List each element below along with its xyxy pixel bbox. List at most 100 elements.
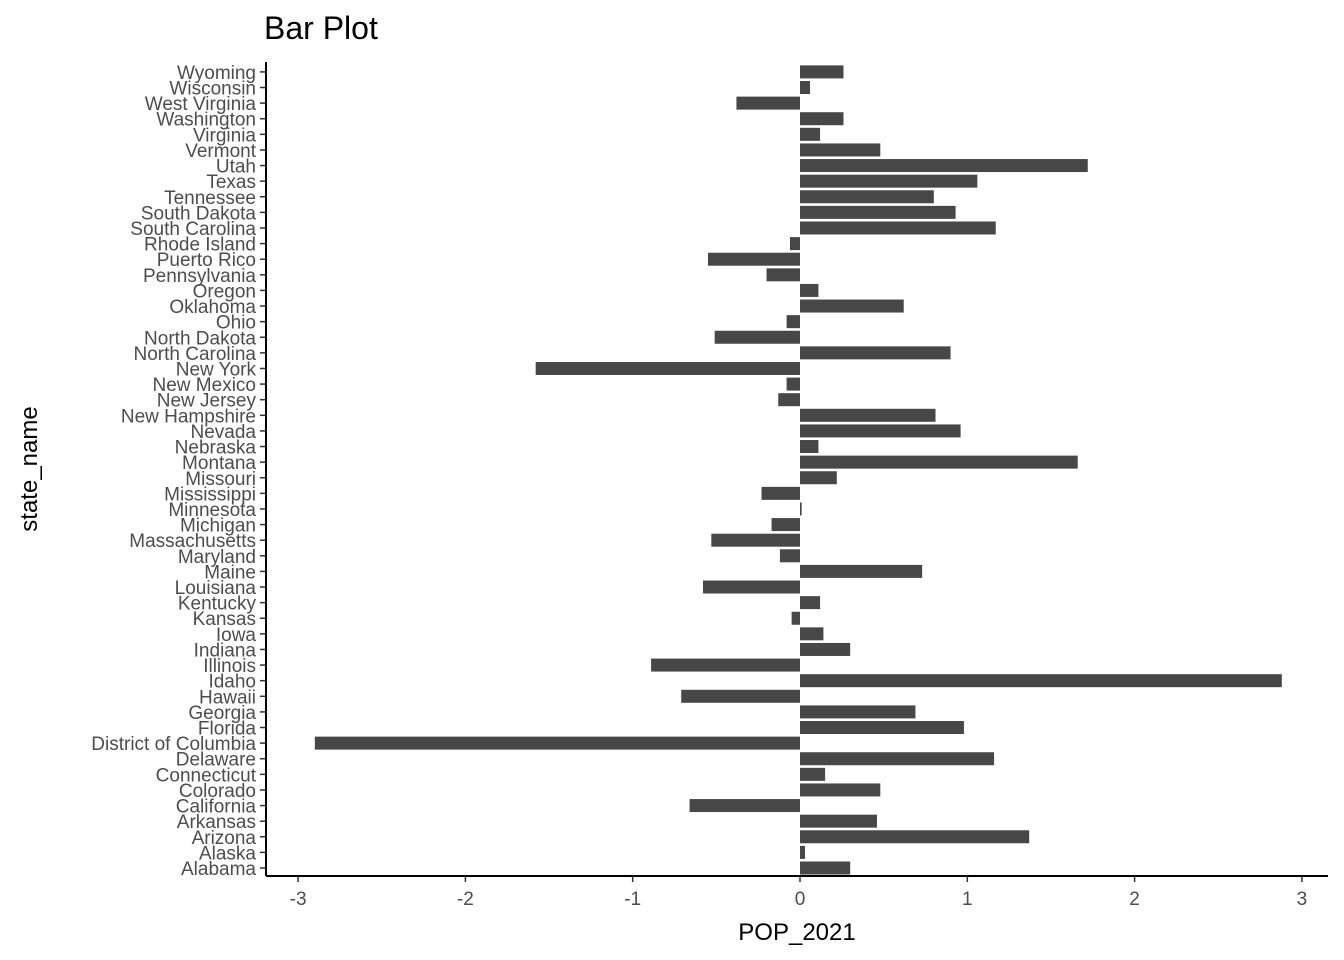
bar-kentucky xyxy=(800,596,821,610)
bar-new-mexico xyxy=(786,377,800,391)
y-tick-label: Rhode Island xyxy=(144,235,256,256)
bar-idaho xyxy=(800,674,1282,688)
y-tick-label: New Mexico xyxy=(153,375,256,396)
bar-mississippi xyxy=(761,486,800,500)
y-tick-label: Idaho xyxy=(208,672,256,693)
bar-nevada xyxy=(800,424,961,438)
bar-south-carolina xyxy=(800,221,996,235)
bars-group xyxy=(314,65,1282,875)
y-tick-label: South Carolina xyxy=(130,219,256,240)
y-tick-label: Alaska xyxy=(199,843,256,864)
y-tick-label: Massachusetts xyxy=(129,531,256,552)
bar-alaska xyxy=(800,845,806,859)
bar-district-of-columbia xyxy=(314,736,800,750)
bar-montana xyxy=(800,455,1078,469)
y-tick-label: Hawaii xyxy=(199,687,256,708)
y-tick-label: Utah xyxy=(216,157,256,178)
bar-michigan xyxy=(771,518,800,532)
bar-massachusetts xyxy=(711,533,800,547)
y-tick-label: Virginia xyxy=(193,125,256,146)
bar-wisconsin xyxy=(800,81,811,94)
y-tick-label: Iowa xyxy=(216,625,257,646)
bar-georgia xyxy=(800,705,916,719)
bar-north-dakota xyxy=(714,330,800,344)
y-tick-label: Colorado xyxy=(179,781,256,802)
bar-ohio xyxy=(786,315,800,329)
chart-title: Bar Plot xyxy=(264,10,378,46)
bar-nebraska xyxy=(800,440,819,454)
y-tick-label: Pennsylvania xyxy=(143,266,256,287)
bar-maryland xyxy=(779,549,800,563)
y-tick-label: Tennessee xyxy=(164,188,256,209)
y-tick-label: New Jersey xyxy=(157,391,257,412)
y-tick-label: Illinois xyxy=(203,656,256,677)
x-tick-label: -1 xyxy=(624,889,641,910)
bar-virginia xyxy=(800,127,821,141)
y-axis-title: state_name xyxy=(16,406,43,531)
y-tick-label: Mississippi xyxy=(164,484,256,505)
y-tick-label: Georgia xyxy=(188,703,256,724)
y-tick-label: Arkansas xyxy=(177,812,256,833)
x-axis-title: POP_2021 xyxy=(738,919,855,946)
bar-washington xyxy=(800,112,844,126)
y-tick-label: Louisiana xyxy=(175,578,257,599)
x-tick-label: 2 xyxy=(1129,889,1140,910)
y-tick-label: Texas xyxy=(206,172,256,193)
x-tick-label: 1 xyxy=(962,889,973,910)
y-tick-label: Wisconsin xyxy=(169,79,256,100)
bar-utah xyxy=(800,159,1088,173)
y-tick-label: Minnesota xyxy=(168,500,256,521)
bar-rhode-island xyxy=(789,237,800,251)
y-tick-label: Arizona xyxy=(192,828,257,849)
y-tick-label: Michigan xyxy=(180,516,256,537)
bar-indiana xyxy=(800,642,851,656)
bar-north-carolina xyxy=(800,346,951,360)
y-tick-label: Connecticut xyxy=(156,765,257,786)
bar-alabama xyxy=(800,861,851,875)
y-tick-label: Oregon xyxy=(193,281,256,302)
bar-new-york xyxy=(535,361,800,375)
y-tick-label: District of Columbia xyxy=(91,734,256,755)
bar-kansas xyxy=(791,611,800,625)
y-tick-label: Ohio xyxy=(216,313,256,334)
bar-puerto-rico xyxy=(707,252,800,266)
bar-hawaii xyxy=(681,689,800,703)
bar-wyoming xyxy=(800,65,844,79)
y-tick-label: California xyxy=(176,797,257,818)
y-tick-label: Alabama xyxy=(181,859,256,880)
y-axis: AlabamaAlaskaArizonaArkansasCaliforniaCo… xyxy=(91,62,267,880)
y-tick-label: Kansas xyxy=(193,609,256,630)
bar-arizona xyxy=(800,830,1030,844)
y-tick-label: Florida xyxy=(198,719,257,740)
bar-new-hampshire xyxy=(800,408,936,422)
y-tick-label: Washington xyxy=(156,110,256,131)
x-tick-label: 0 xyxy=(795,889,806,910)
bar-california xyxy=(689,799,800,813)
x-tick-label: -3 xyxy=(290,889,307,910)
bar-iowa xyxy=(800,627,824,641)
bar-minnesota xyxy=(800,502,802,516)
y-tick-label: New York xyxy=(176,359,257,380)
y-tick-label: Delaware xyxy=(176,750,256,771)
y-tick-label: Vermont xyxy=(185,141,256,162)
y-tick-label: Maryland xyxy=(178,547,256,568)
y-tick-label: North Carolina xyxy=(134,344,257,365)
bar-colorado xyxy=(800,783,881,797)
y-tick-label: South Dakota xyxy=(141,203,257,224)
y-tick-label: Maine xyxy=(204,562,256,583)
bar-pennsylvania xyxy=(766,268,800,282)
y-tick-label: Montana xyxy=(182,453,256,474)
y-tick-label: Nebraska xyxy=(175,438,257,459)
y-tick-label: Indiana xyxy=(194,640,257,661)
y-tick-label: New Hampshire xyxy=(121,406,256,427)
bar-arkansas xyxy=(800,814,877,828)
y-tick-label: Oklahoma xyxy=(169,297,256,318)
bar-delaware xyxy=(800,752,995,766)
y-tick-label: North Dakota xyxy=(144,328,256,349)
y-tick-label: Missouri xyxy=(185,469,256,490)
x-axis: -3 -2 -1 0 1 2 3 xyxy=(266,875,1328,910)
y-tick-label: Nevada xyxy=(191,422,257,443)
bar-connecticut xyxy=(800,767,826,781)
